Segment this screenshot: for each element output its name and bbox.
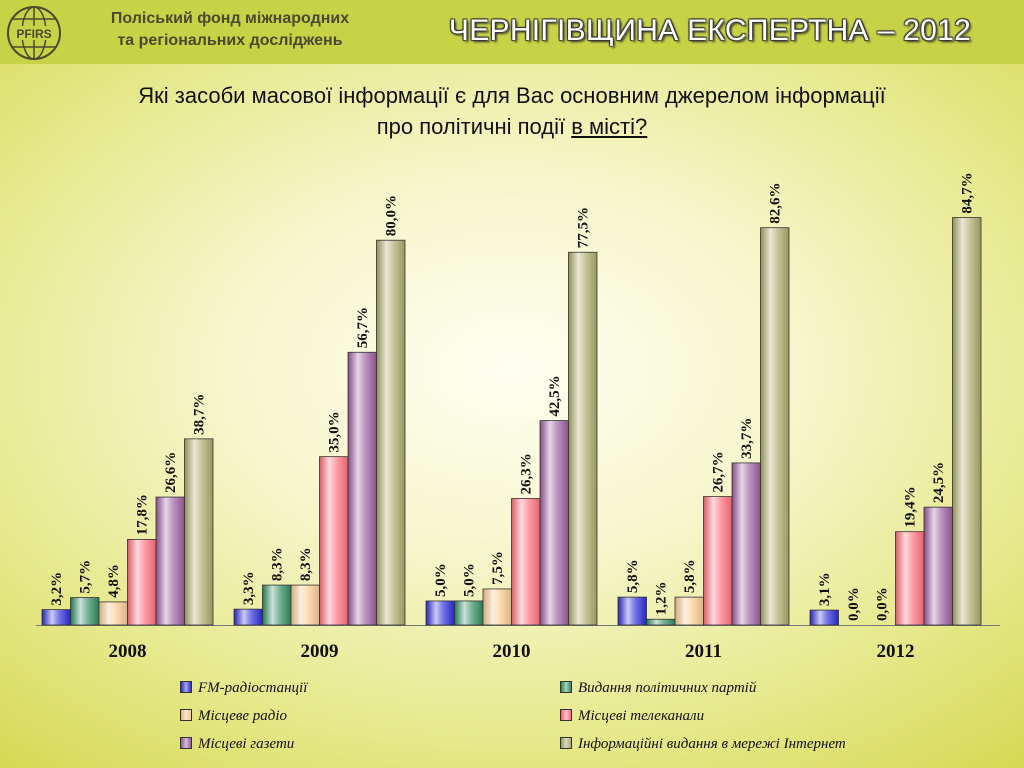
bar-2012-series-6 bbox=[952, 217, 982, 626]
data-label-2008-series-2: 5,7% bbox=[78, 560, 94, 594]
data-label-2010-series-6: 77,5% bbox=[576, 207, 592, 248]
logo-text: PFIRS bbox=[16, 27, 51, 41]
org-line-2: та регіональних досліджень bbox=[117, 32, 343, 49]
pfirs-logo: PFIRS bbox=[7, 6, 61, 60]
bar-2009-series-1 bbox=[233, 608, 263, 626]
bar-2008-series-4 bbox=[127, 538, 157, 626]
data-label-2008-series-5: 26,6% bbox=[163, 452, 179, 493]
legend-swatch-3 bbox=[180, 709, 192, 721]
chart-legend: FM-радіостанції Видання політичних партій… bbox=[180, 678, 980, 758]
data-label-2009-series-6: 80,0% bbox=[384, 195, 400, 236]
category-label-2011: 2011 bbox=[685, 641, 722, 662]
organization-name: Поліський фонд міжнародних та регіональн… bbox=[70, 8, 390, 52]
bar-2011-series-6 bbox=[760, 227, 790, 626]
bar-2010-series-3 bbox=[482, 588, 512, 626]
survey-question: Які засоби масової інформації є для Вас … bbox=[0, 80, 1024, 142]
bar-2011-series-4 bbox=[703, 496, 733, 626]
data-label-2008-series-4: 17,8% bbox=[135, 494, 151, 535]
bar-2010-series-1 bbox=[425, 600, 455, 626]
category-label-2008: 2008 bbox=[109, 641, 147, 662]
bar-2011-series-3 bbox=[674, 596, 704, 626]
data-label-2010-series-4: 26,3% bbox=[519, 453, 535, 494]
data-label-2010-series-5: 42,5% bbox=[547, 375, 563, 416]
legend-label-4: Місцеві телеканали bbox=[578, 708, 705, 724]
data-label-2009-series-2: 8,3% bbox=[270, 547, 286, 581]
bar-2008-series-6 bbox=[184, 438, 214, 626]
legend-label-3: Місцеве радіо bbox=[198, 708, 288, 724]
data-label-2010-series-3: 7,5% bbox=[490, 551, 506, 585]
bar-2008-series-2 bbox=[70, 597, 100, 626]
slide-title: ЧЕРНІГІВЩИНА ЕКСПЕРТНА – 2012 bbox=[448, 14, 972, 47]
data-label-2012-series-1: 3,1% bbox=[817, 572, 833, 606]
legend-swatch-5 bbox=[180, 737, 192, 749]
header-band bbox=[0, 0, 1024, 64]
bar-chart: 3,2% 5,7% 4,8% 17,8% 26,6% 38,7% 2008 3,3% 8,3% 8… bbox=[36, 172, 1000, 662]
bar-2011-series-1 bbox=[617, 596, 647, 626]
category-label-2012: 2012 bbox=[877, 641, 915, 662]
data-label-2010-series-1: 5,0% bbox=[433, 563, 449, 597]
data-label-2011-series-4: 26,7% bbox=[711, 451, 727, 492]
legend-swatch-6 bbox=[560, 737, 572, 749]
legend-label-2: Видання політичних партій bbox=[578, 680, 757, 696]
data-label-2008-series-1: 3,2% bbox=[49, 572, 65, 606]
legend-item-1: FM-радіостанції bbox=[180, 678, 307, 698]
data-label-2009-series-5: 56,7% bbox=[355, 307, 371, 348]
legend-item-2: Видання політичних партій bbox=[560, 678, 756, 698]
data-label-2009-series-4: 35,0% bbox=[327, 411, 343, 452]
legend-swatch-2 bbox=[560, 681, 572, 693]
bar-2011-series-5 bbox=[731, 462, 761, 626]
bar-2009-series-4 bbox=[319, 456, 349, 626]
bar-2010-series-2 bbox=[454, 600, 484, 626]
legend-swatch-4 bbox=[560, 709, 572, 721]
bar-2009-series-5 bbox=[347, 351, 377, 626]
category-label-2010: 2010 bbox=[493, 641, 531, 662]
bar-2012-series-4 bbox=[895, 531, 925, 626]
data-label-2011-series-3: 5,8% bbox=[682, 559, 698, 593]
question-line-1: Які засоби масової інформації є для Вас … bbox=[138, 83, 886, 108]
data-label-2011-series-5: 33,7% bbox=[739, 418, 755, 459]
data-label-2011-series-1: 5,8% bbox=[625, 559, 641, 593]
data-label-2012-series-5: 24,5% bbox=[931, 462, 947, 503]
data-label-2011-series-6: 82,6% bbox=[768, 182, 784, 223]
data-label-2012-series-6: 84,7% bbox=[960, 172, 976, 213]
data-label-2009-series-3: 8,3% bbox=[298, 547, 314, 581]
data-label-2008-series-6: 38,7% bbox=[192, 394, 208, 435]
legend-item-5: Місцеві газети bbox=[180, 734, 294, 754]
data-label-2012-series-2: 0,0% bbox=[846, 587, 862, 621]
data-label-2010-series-2: 5,0% bbox=[462, 563, 478, 597]
bar-2010-series-5 bbox=[539, 420, 569, 626]
question-line-2: про політичні події в місті? bbox=[0, 111, 1024, 142]
bar-2009-series-2 bbox=[262, 584, 292, 626]
legend-swatch-1 bbox=[180, 681, 192, 693]
data-label-2008-series-3: 4,8% bbox=[106, 564, 122, 598]
bar-2008-series-1 bbox=[41, 609, 71, 626]
org-line-1: Поліський фонд міжнародних bbox=[110, 10, 350, 27]
legend-label-6: Інформаційні видання в мережі Інтернет bbox=[578, 736, 846, 752]
category-label-2009: 2009 bbox=[301, 641, 339, 662]
data-label-2011-series-2: 1,2% bbox=[654, 581, 670, 615]
bar-2010-series-4 bbox=[511, 498, 541, 626]
data-label-2012-series-4: 19,4% bbox=[903, 486, 919, 527]
bar-2010-series-6 bbox=[568, 251, 598, 626]
bar-2009-series-3 bbox=[290, 584, 320, 626]
bar-2008-series-3 bbox=[98, 601, 128, 626]
data-label-2009-series-1: 3,3% bbox=[241, 571, 257, 605]
bar-2012-series-1 bbox=[809, 609, 839, 626]
legend-label-1: FM-радіостанції bbox=[198, 680, 308, 696]
legend-item-4: Місцеві телеканали bbox=[560, 706, 704, 726]
legend-label-5: Місцеві газети bbox=[198, 736, 295, 752]
question-line-2-start: про політичні події bbox=[376, 114, 572, 139]
legend-item-3: Місцеве радіо bbox=[180, 706, 287, 726]
bar-2008-series-5 bbox=[155, 496, 185, 626]
legend-item-6: Інформаційні видання в мережі Інтернет bbox=[560, 734, 846, 754]
bar-2009-series-6 bbox=[376, 239, 406, 626]
data-label-2012-series-3: 0,0% bbox=[874, 587, 890, 621]
bar-2011-series-2 bbox=[646, 618, 676, 626]
question-line-2-underlined: в місті? bbox=[571, 114, 648, 139]
bar-2012-series-5 bbox=[923, 506, 953, 626]
